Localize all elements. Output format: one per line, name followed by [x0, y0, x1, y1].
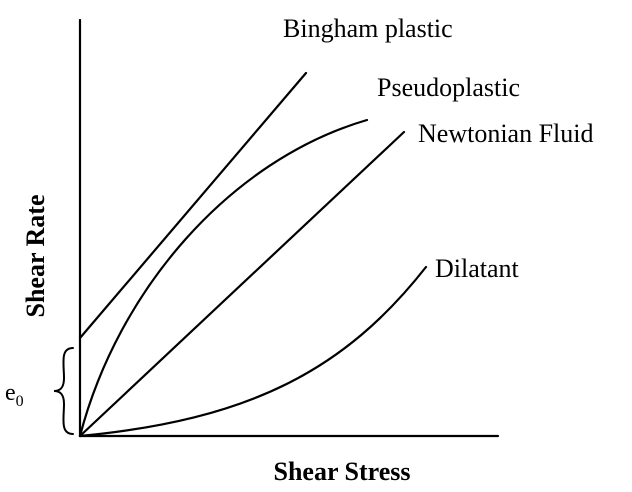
bingham-plastic-curve	[78, 71, 308, 340]
x-axis-title: Shear Stress	[274, 457, 411, 486]
dilatant-label: Dilatant	[435, 254, 520, 283]
bingham-plastic-label: Bingham plastic	[283, 14, 453, 43]
yield-brace	[53, 347, 74, 435]
dilatant-curve	[78, 265, 428, 438]
pseudoplastic-label: Pseudoplastic	[377, 73, 520, 102]
yield-marker-base: e	[5, 380, 16, 406]
yield-marker-label: e0	[5, 380, 24, 410]
yield-marker-subscript: 0	[16, 393, 24, 410]
y-axis-title: Shear Rate	[21, 194, 50, 317]
newtonian-fluid-label: Newtonian Fluid	[418, 119, 594, 148]
newtonian-fluid-curve	[78, 130, 406, 438]
pseudoplastic-curve	[78, 118, 369, 438]
